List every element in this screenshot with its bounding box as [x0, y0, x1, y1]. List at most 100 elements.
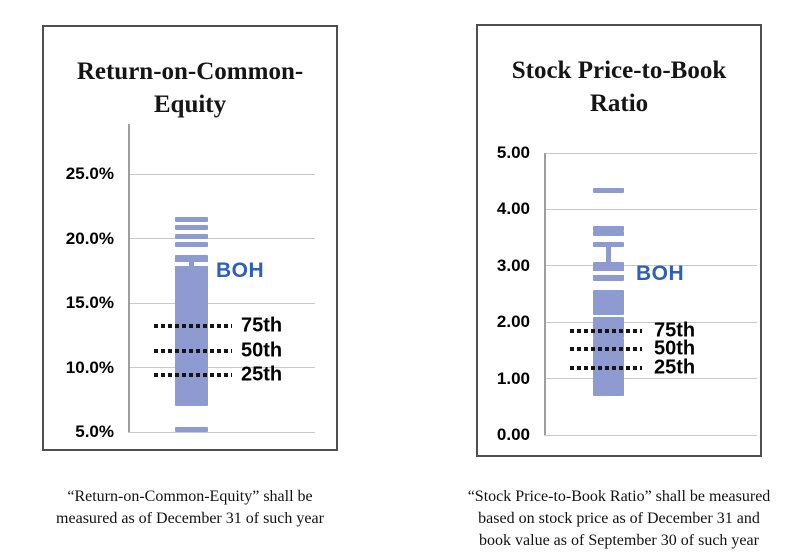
y-tick-label: 5.0% — [75, 422, 114, 441]
data-point-dash — [174, 335, 208, 341]
data-point-dash — [592, 289, 624, 295]
percentile-50th-label: 50th — [241, 339, 283, 362]
data-point-dash — [174, 216, 208, 222]
boh-tick-marker — [188, 260, 194, 269]
chart-title: Stock Price-to-Book Ratio — [478, 54, 760, 120]
gridline — [544, 208, 757, 210]
data-point-dash — [592, 309, 624, 315]
data-point-dash — [174, 426, 208, 432]
percentile-25th-line — [570, 365, 642, 370]
gridline — [544, 378, 757, 380]
data-point-dash — [174, 273, 208, 279]
pb-caption: “Stock Price-to-Book Ratio” shall be mea… — [448, 486, 790, 552]
y-axis-line — [544, 153, 546, 435]
data-point-dash — [592, 371, 624, 377]
data-point-dash — [174, 401, 208, 407]
data-point-dash — [174, 355, 208, 361]
caption-line: measured as of December 31 of such year — [56, 510, 324, 527]
percentile-25th-line — [154, 372, 232, 377]
data-point-dash — [592, 391, 624, 397]
y-axis-line — [128, 124, 130, 432]
data-point-dash — [592, 351, 624, 357]
data-point-dash — [174, 329, 208, 335]
data-point-dash — [174, 283, 208, 289]
data-point-dash — [592, 242, 624, 248]
data-point-dash — [592, 226, 624, 232]
data-point-dash — [174, 242, 208, 248]
data-point-dash — [174, 299, 208, 305]
roe-caption: “Return-on-Common-Equity” shall be measur… — [32, 486, 348, 530]
data-point-dash — [592, 337, 624, 343]
data-point-dash — [592, 377, 624, 383]
gridline — [128, 431, 315, 433]
percentile-50th-line — [570, 347, 642, 352]
caption-line: based on stock price as of December 31 a… — [478, 510, 760, 527]
caption-line: “Stock Price-to-Book Ratio” shall be mea… — [467, 488, 771, 505]
data-point-dash — [174, 358, 208, 364]
chart-title-line: Return-on-Common- — [76, 58, 304, 85]
data-point-dash — [592, 306, 624, 312]
gridline — [544, 152, 757, 154]
y-tick-label: 20.0% — [65, 228, 114, 248]
data-point-dash — [592, 275, 624, 281]
boh-label: BOH — [216, 258, 265, 282]
chart-title: Return-on-Common- Equity — [44, 55, 336, 121]
gridline — [128, 302, 315, 304]
data-point-dash — [174, 361, 208, 367]
data-point-dash — [592, 349, 624, 355]
y-tick-label: 5.00 — [496, 143, 530, 162]
data-point-dash — [592, 354, 624, 360]
gridline — [128, 173, 315, 175]
data-point-dash — [592, 317, 624, 323]
boh-label: BOH — [636, 262, 685, 286]
data-point-dash — [592, 357, 624, 363]
data-point-dash — [174, 254, 208, 260]
percentile-75th-line — [154, 324, 232, 329]
data-point-dash — [592, 363, 624, 369]
data-point-dash — [592, 188, 624, 194]
chart-title-line: Ratio — [589, 90, 649, 117]
data-point-dash — [592, 360, 624, 366]
data-point-dash — [174, 384, 208, 390]
data-point-dash — [174, 311, 208, 317]
data-point-dash — [174, 285, 208, 291]
gridline — [544, 265, 757, 267]
roe-chart-panel: Return-on-Common- Equity 25.0% 20.0% 15.0% 10… — [42, 25, 338, 451]
gridline — [544, 434, 757, 436]
data-point-dash — [174, 280, 208, 286]
y-tick-label: 1.00 — [496, 368, 530, 388]
data-point-dash — [592, 323, 624, 329]
y-tick-label: 2.00 — [496, 312, 530, 332]
data-point-dash — [174, 388, 208, 394]
percentile-75th-line — [570, 329, 642, 334]
marker-notch — [592, 271, 624, 276]
data-point-dash — [592, 374, 624, 380]
y-tick-label: 3.00 — [496, 255, 530, 275]
data-point-dash — [174, 234, 208, 240]
data-point-dash — [174, 378, 208, 384]
data-point-dash — [174, 381, 208, 387]
data-point-dash — [174, 225, 208, 231]
data-point-dash — [174, 363, 208, 369]
data-point-dash — [174, 297, 208, 303]
data-point-dash — [592, 333, 624, 339]
gridline — [544, 321, 757, 323]
y-tick-label: 0.00 — [496, 425, 530, 444]
data-point-dash — [174, 305, 208, 311]
data-point-dash — [592, 385, 624, 391]
y-tick-label: 4.00 — [496, 199, 530, 219]
data-point-dash — [592, 382, 624, 388]
data-point-dash — [174, 332, 208, 338]
percentile-50th-line — [154, 348, 232, 353]
percentile-75th-label: 75th — [654, 319, 696, 342]
percentile-25th-label: 25th — [241, 363, 283, 386]
gridline — [128, 238, 315, 239]
data-point-dash — [174, 302, 208, 308]
percentile-50th-label: 50th — [654, 337, 696, 360]
y-tick-label: 25.0% — [65, 164, 114, 183]
data-point-dash — [592, 299, 624, 305]
data-point-dash — [592, 293, 624, 299]
chart-title-line: Stock Price-to-Book — [511, 57, 727, 84]
data-point-dash — [592, 343, 624, 349]
